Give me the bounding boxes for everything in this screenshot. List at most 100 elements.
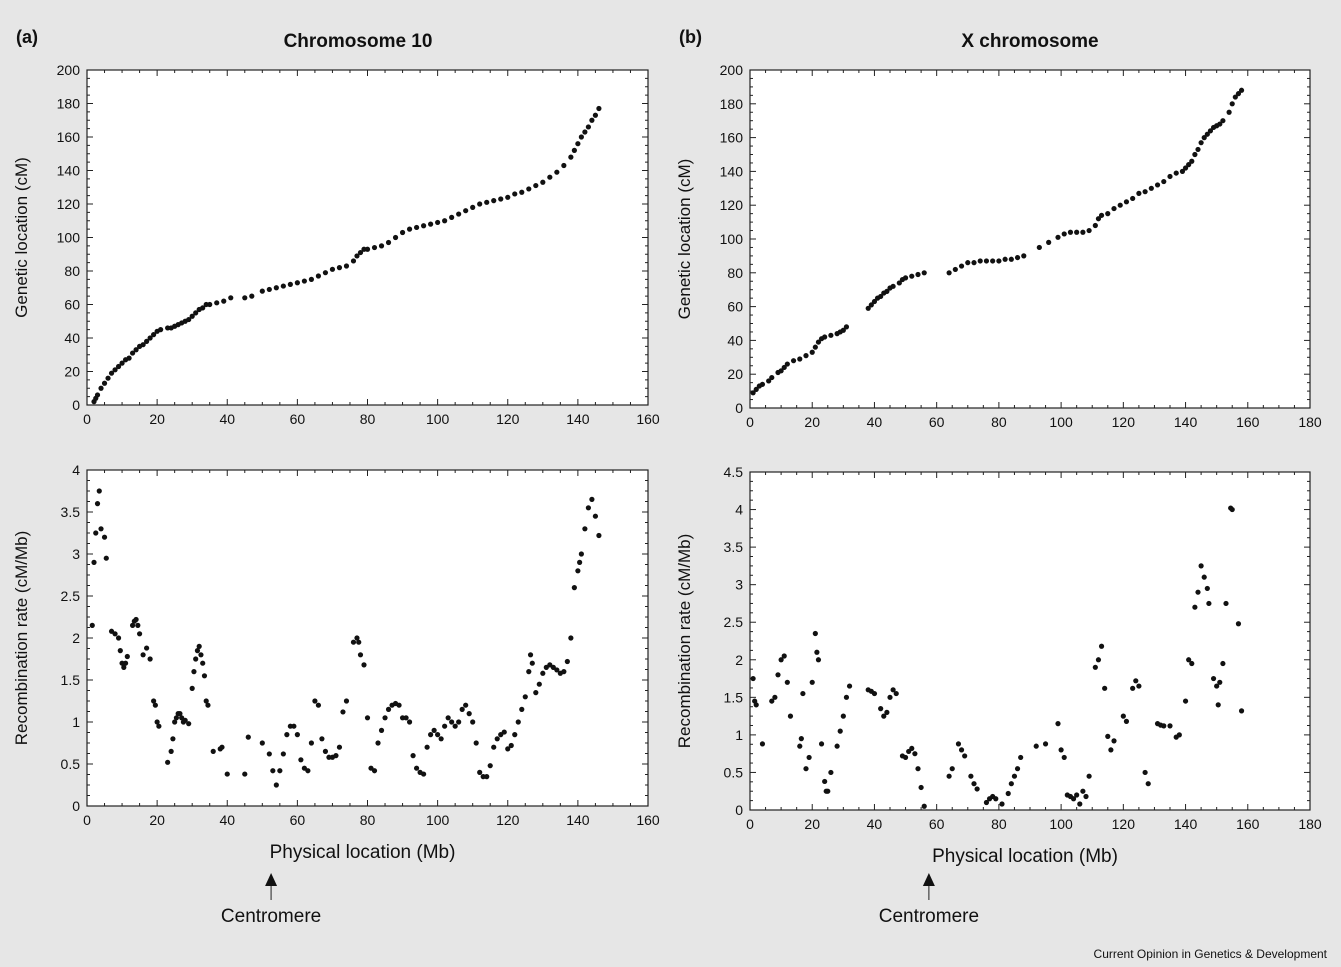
data-point: [946, 270, 952, 276]
data-point: [1046, 239, 1052, 245]
y-tick-label: 0.5: [724, 764, 744, 780]
data-point: [1083, 793, 1089, 800]
data-point: [846, 683, 853, 689]
x-tick-label: 60: [290, 411, 306, 427]
data-point: [781, 653, 787, 659]
data-point: [413, 224, 420, 231]
data-point: [800, 690, 806, 697]
data-point: [596, 105, 602, 112]
y-tick-label: 100: [720, 231, 744, 247]
x-tick-label: 40: [867, 816, 883, 832]
y-tick-label: 20: [727, 366, 743, 382]
data-point: [803, 766, 809, 772]
data-point: [494, 736, 500, 742]
data-point: [962, 753, 968, 759]
data-point: [98, 526, 104, 532]
data-point: [1217, 679, 1223, 685]
data-point: [336, 744, 343, 750]
x-tick-label: 160: [636, 812, 660, 828]
data-point: [456, 719, 462, 725]
data-point: [1167, 173, 1173, 180]
data-point: [837, 728, 843, 734]
data-point: [210, 748, 216, 755]
data-point: [1117, 202, 1123, 208]
data-point: [1014, 766, 1021, 772]
data-point: [189, 313, 195, 319]
data-point: [322, 270, 329, 276]
y-axis-label: Recombination rate (cM/Mb): [675, 534, 694, 748]
data-point: [277, 768, 283, 774]
data-point: [242, 295, 248, 301]
data-point: [1074, 792, 1080, 798]
data-point: [501, 729, 507, 735]
data-point: [1008, 781, 1014, 787]
data-point: [1102, 685, 1108, 691]
data-point: [354, 635, 360, 641]
data-point: [921, 803, 927, 809]
data-point: [1204, 131, 1210, 137]
x-tick-label: 120: [1112, 414, 1136, 430]
data-point: [1229, 101, 1235, 107]
data-point: [105, 375, 111, 381]
data-point: [298, 757, 304, 763]
data-point: [371, 768, 378, 774]
y-tick-label: 60: [64, 297, 80, 313]
data-point: [585, 505, 591, 511]
data-point: [96, 488, 102, 494]
data-point: [165, 759, 171, 765]
y-tick-label: 0: [72, 798, 80, 814]
data-point: [491, 198, 497, 204]
data-point: [592, 112, 599, 118]
x-tick-label: 160: [1236, 816, 1260, 832]
x-tick-label: 20: [804, 816, 820, 832]
data-point: [582, 129, 588, 135]
data-point: [915, 271, 921, 278]
data-point: [477, 769, 483, 776]
x-tick-label: 80: [991, 816, 1007, 832]
data-point: [147, 656, 153, 662]
y-tick-label: 1: [72, 714, 80, 730]
data-point: [575, 568, 581, 574]
plot-chrX-genetic: 0 20 40 60 80 100 120 140 160 180 0 20 40 60 80 100 120 1…: [675, 62, 1322, 430]
x-tick-label: 20: [149, 812, 165, 828]
data-point: [1192, 151, 1198, 158]
y-tick-label: 0: [72, 397, 80, 413]
data-point: [115, 363, 122, 370]
data-point: [463, 702, 469, 708]
panel-a-title: Chromosome 10: [284, 31, 433, 52]
x-tick-label: 40: [219, 411, 235, 427]
data-point: [435, 219, 441, 226]
data-point: [1145, 781, 1151, 787]
data-point: [375, 740, 381, 746]
data-point: [259, 740, 265, 746]
data-point: [356, 639, 362, 645]
data-point: [1098, 212, 1105, 218]
data-point: [121, 664, 127, 671]
data-point: [865, 305, 871, 311]
data-point: [280, 751, 286, 757]
data-point: [806, 754, 812, 761]
data-point: [1186, 657, 1192, 663]
data-point: [871, 298, 878, 305]
data-point: [1201, 135, 1207, 141]
data-point: [1204, 585, 1210, 592]
data-point: [129, 350, 136, 356]
y-tick-label: 160: [57, 129, 81, 145]
data-point: [840, 327, 846, 333]
data-point: [781, 364, 787, 371]
data-point: [968, 773, 974, 779]
x-tick-label: 0: [746, 414, 754, 430]
data-point: [421, 223, 427, 229]
data-point: [809, 679, 815, 685]
data-point: [1123, 718, 1130, 724]
data-point: [1095, 216, 1102, 222]
data-point: [540, 670, 546, 676]
data-point: [1136, 683, 1142, 689]
data-point: [1214, 683, 1220, 689]
data-point: [193, 656, 199, 662]
x-tick-label: 100: [426, 812, 450, 828]
y-tick-label: 4.5: [724, 464, 744, 480]
data-point: [822, 778, 828, 785]
x-tick-label: 0: [83, 812, 91, 828]
data-point: [1220, 660, 1226, 667]
